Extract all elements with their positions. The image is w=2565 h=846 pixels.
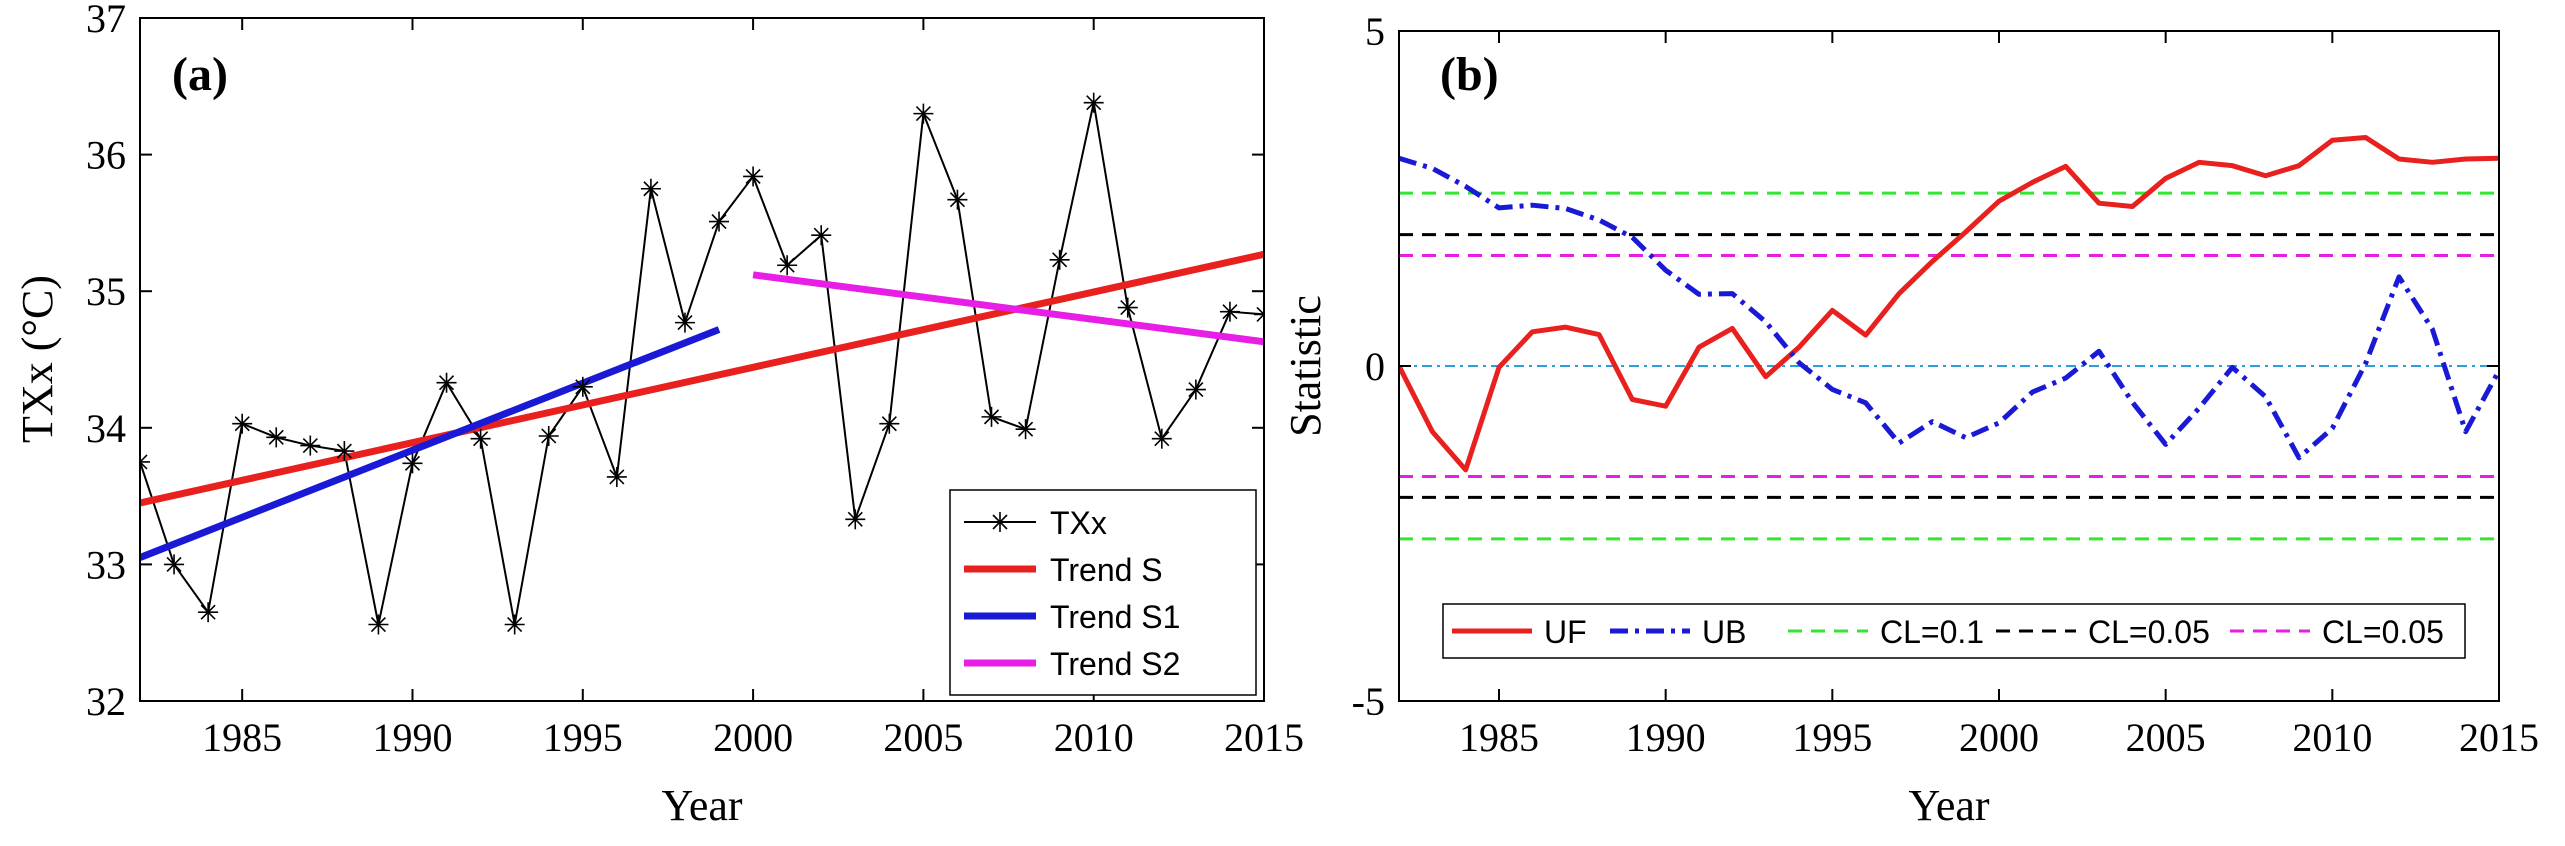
txx-point <box>368 614 389 635</box>
x-tick-label-a: 2015 <box>1224 715 1304 760</box>
txx-point <box>266 427 287 448</box>
x-tick-label-a: 2000 <box>713 715 793 760</box>
legend-a: TXx Trend S Trend S1 Trend S2 <box>949 489 1257 696</box>
x-tick-label-a: 1990 <box>372 715 452 760</box>
txx-point <box>538 425 559 446</box>
txx-point <box>777 255 798 276</box>
txx-point <box>1185 379 1206 400</box>
txx-point <box>1083 92 1104 113</box>
panel-a: 1985 1990 1995 2000 2005 2010 2015 32 33 34 35 36 37… <box>13 0 1304 830</box>
y-tick-label-a: 34 <box>86 406 126 451</box>
legend-label-a: TXx <box>1050 505 1107 541</box>
axes-box-a <box>139 17 1265 702</box>
txx-point <box>164 554 185 575</box>
txx-point <box>1049 249 1070 270</box>
y-tick-label-a: 32 <box>86 679 126 724</box>
series-line-trend-s1 <box>140 326 721 561</box>
txx-point <box>470 428 491 449</box>
txx-point <box>1254 304 1264 325</box>
legend-b: UF UB CL=0.1 CL=0.05 CL=0.05 <box>1442 603 2466 659</box>
y-tick-label-a: 37 <box>86 0 126 41</box>
txx-point <box>879 413 900 434</box>
txx-point <box>300 435 321 456</box>
y-axis-label-a: TXx (°C) <box>13 275 62 443</box>
panel-label-b: (b) <box>1440 48 1499 101</box>
legend-label-b: CL=0.05 <box>2322 614 2444 650</box>
series-line-uf <box>1399 135 2499 473</box>
y-axis-label-b: Statistic <box>1281 295 1330 437</box>
plot-area-b <box>1399 31 2499 701</box>
legend-label-a: Trend S2 <box>1050 646 1180 682</box>
txx-point <box>1117 297 1138 318</box>
txx-point <box>606 466 627 487</box>
series-line-txx <box>140 101 1264 626</box>
x-tick-label-b: 2015 <box>2459 715 2539 760</box>
txx-point <box>572 376 593 397</box>
txx-point <box>436 372 457 393</box>
txx-point <box>1015 419 1036 440</box>
x-tick-label-a: 2005 <box>883 715 963 760</box>
txx-point <box>947 189 968 210</box>
legend-label-b: CL=0.1 <box>1880 614 1984 650</box>
txx-point <box>1151 428 1172 449</box>
panel-label-a: (a) <box>172 48 228 101</box>
txx-point <box>981 406 1002 427</box>
legend-label-b: CL=0.05 <box>2088 614 2210 650</box>
txx-point <box>709 211 730 232</box>
x-tick-label-a: 1995 <box>543 715 623 760</box>
series-line-ub <box>1399 155 2499 461</box>
txx-point <box>640 178 661 199</box>
x-tick-label-b: 2005 <box>2126 715 2206 760</box>
y-tick-label-b: -5 <box>1352 679 1385 724</box>
x-axis-label-a: Year <box>661 781 742 830</box>
y-tick-label-b: 5 <box>1365 9 1385 54</box>
x-tick-label-a: 2010 <box>1054 715 1134 760</box>
txx-point <box>674 312 695 333</box>
txx-point <box>913 103 934 124</box>
txx-point <box>811 225 832 246</box>
txx-point <box>140 451 150 472</box>
txx-point <box>743 166 764 187</box>
panel-b: 1985 1990 1995 2000 2005 2010 2015 -5 0 5 (b) Yea… <box>1281 9 2539 830</box>
txx-point <box>334 441 355 462</box>
txx-point <box>845 509 866 530</box>
series-line-trend-s <box>140 250 1264 507</box>
txx-point <box>402 453 423 474</box>
txx-point <box>232 413 253 434</box>
x-tick-label-b: 1995 <box>1792 715 1872 760</box>
x-tick-label-b: 2010 <box>2292 715 2372 760</box>
txx-point <box>198 602 219 623</box>
legend-label-b: UF <box>1544 614 1587 650</box>
x-tick-label-b: 1985 <box>1459 715 1539 760</box>
y-tick-label-a: 35 <box>86 269 126 314</box>
legend-label-a: Trend S1 <box>1050 599 1180 635</box>
y-tick-label-a: 33 <box>86 542 126 587</box>
x-tick-label-b: 2000 <box>1959 715 2039 760</box>
legend-label-b: UB <box>1702 614 1746 650</box>
x-axis-label-b: Year <box>1908 781 1989 830</box>
y-tick-label-a: 36 <box>86 133 126 178</box>
x-tick-label-a: 1985 <box>202 715 282 760</box>
series-line-trend-s2 <box>752 271 1264 346</box>
txx-point <box>504 614 525 635</box>
txx-point <box>1219 301 1240 322</box>
legend-marker-a <box>990 512 1010 532</box>
y-tick-label-b: 0 <box>1365 344 1385 389</box>
legend-label-a: Trend S <box>1050 552 1163 588</box>
x-tick-label-b: 1990 <box>1626 715 1706 760</box>
